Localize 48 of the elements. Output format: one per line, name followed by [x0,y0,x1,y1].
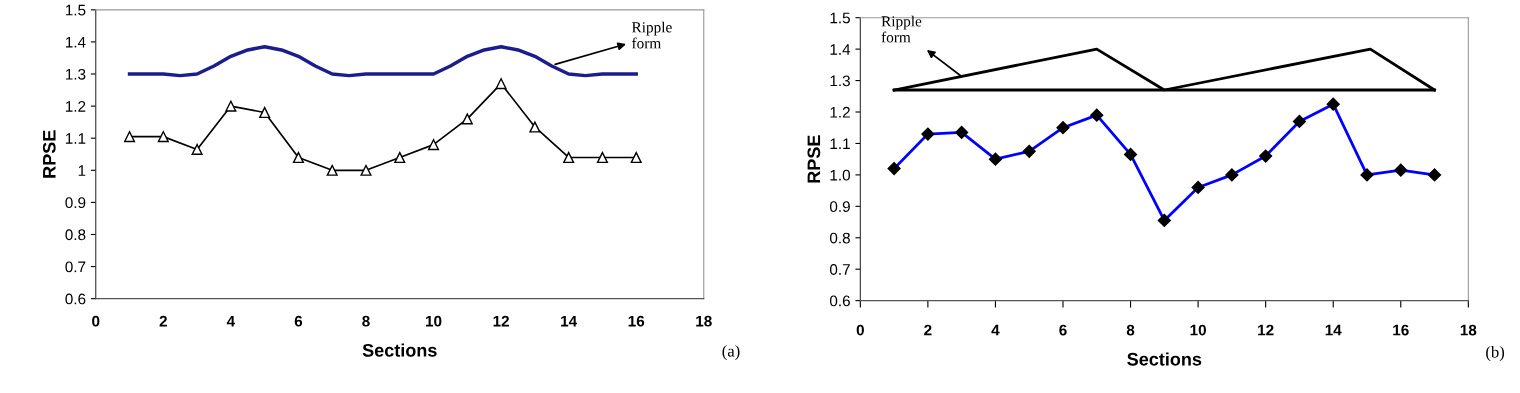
annotation: Ripple form [881,15,922,43]
x-tick-label: 2 [924,324,932,336]
x-tick-label: 14 [1325,324,1342,336]
y-tick-label: 0.6 [829,295,850,307]
x-tick-label: 8 [1126,324,1135,336]
x-tick-label: 16 [628,315,645,327]
x-tick-label: 8 [362,315,370,327]
x-tick-label: 6 [294,315,303,327]
y-axis-title: RPSE [42,130,56,178]
y-tick-label: 0.9 [829,201,850,213]
y-tick-label: 1.5 [830,12,850,24]
y-tick-label: 1.2 [830,106,850,118]
y-tick-label: 0.8 [829,232,850,244]
y-tick-label: 1.1 [830,138,850,149]
text: (b) [1486,345,1505,362]
y-tick-label: 0.7 [829,264,850,275]
y-tick-label: 1.3 [830,75,850,87]
x-tick-label: 12 [1258,324,1274,336]
x-axis-title: Sections [362,343,437,357]
y-tick-label: 0.8 [65,229,86,241]
x-tick-label: 12 [493,315,509,327]
x-tick-label: 16 [1393,324,1409,336]
annotation: Ripple form [631,21,672,49]
x-tick-label: 0 [856,324,864,336]
x-tick-label: 18 [1460,324,1477,336]
x-tick-label: 10 [426,315,442,327]
x-tick-label: 2 [159,315,167,327]
y-tick-label: 0.6 [65,293,86,305]
y-tick-label: 0.7 [65,261,86,273]
x-tick-label: 4 [226,315,236,327]
y-axis-title: RPSE [807,135,821,183]
y-tick-label: 1.0 [830,169,850,181]
x-tick-label: 10 [1190,324,1206,336]
x-tick-label: 4 [991,324,1000,336]
y-tick-label: 1.1 [65,133,86,144]
x-tick-label: 18 [696,315,712,327]
y-tick-label: 1.2 [65,100,86,112]
y-tick-label: 1.4 [65,36,86,48]
x-tick-label: 0 [92,315,100,327]
y-tick-label: 1.5 [65,4,86,16]
y-tick-label: 1 [78,165,86,176]
y-tick-label: 1.3 [65,68,86,80]
x-tick-label: 6 [1059,324,1067,336]
text: (a) [722,344,740,361]
y-tick-label: 0.9 [65,197,86,209]
y-tick-label: 1.4 [830,44,851,55]
x-axis-title: Sections [1127,352,1202,366]
x-tick-label: 14 [561,315,578,327]
